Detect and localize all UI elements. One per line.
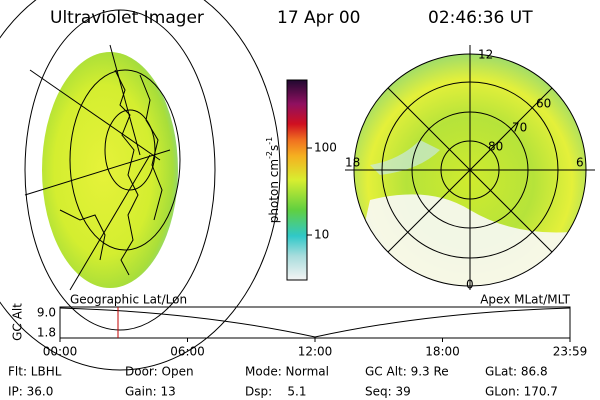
status-field: IP: 36.0	[8, 385, 53, 399]
colorbar	[286, 79, 308, 281]
time: 02:46:36 UT	[428, 8, 533, 28]
x-tick-label: 00:00	[43, 345, 78, 359]
mlt-label: 6	[576, 156, 584, 170]
status-field: Flt: LBHL	[8, 365, 62, 379]
left-caption: Geographic Lat/Lon	[70, 293, 187, 307]
right-caption: Apex MLat/MLT	[480, 293, 570, 307]
unit: s	[267, 145, 281, 151]
exponent: -1	[265, 137, 274, 145]
mlat-label: 60	[536, 97, 551, 111]
status-field: GLon: 170.7	[485, 385, 558, 399]
y-tick-label: 9.0	[37, 306, 56, 320]
altitude-curve	[59, 307, 571, 338]
footer: Flt: LBHL Door: Open Mode: Normal GC Alt: 9…	[8, 365, 558, 399]
mlt-label: 18	[345, 156, 360, 170]
status-field: Dsp: 5.1	[245, 385, 307, 399]
status-field: Gain: 13	[125, 385, 176, 399]
polar-image	[345, 45, 595, 290]
exponent: -2	[265, 151, 274, 159]
status-field: GLat: 86.8	[485, 365, 548, 379]
colorbar-label: photon cm-2s-1	[265, 137, 281, 224]
title: Ultraviolet Imager	[50, 8, 204, 28]
status-field: GC Alt: 9.3 Re	[365, 365, 449, 379]
colorbar-tick-label: 100	[314, 141, 337, 155]
x-tick-label: 18:00	[425, 345, 460, 359]
date: 17 Apr 00	[277, 8, 360, 28]
colorbar-tick-label: 10	[314, 228, 329, 242]
status-field: Door: Open	[125, 365, 194, 379]
geographic-image	[0, 0, 281, 371]
status-field: Mode: Normal	[245, 365, 329, 379]
x-tick-label: 23:59	[553, 345, 588, 359]
mlat-label: 80	[488, 140, 503, 154]
y-tick-label: 1.8	[37, 326, 56, 340]
y-label: GC Alt	[11, 303, 25, 341]
x-tick-label: 06:00	[170, 345, 205, 359]
status-field: Seq: 39	[365, 385, 411, 399]
x-ticks: 00:00 06:00 12:00 18:00 23:59	[43, 338, 588, 359]
mlt-label: 12	[478, 48, 493, 62]
mlat-label: 70	[512, 121, 527, 135]
unit: photon cm	[267, 159, 281, 223]
mlt-label: 0	[466, 278, 474, 292]
x-tick-label: 12:00	[298, 345, 333, 359]
